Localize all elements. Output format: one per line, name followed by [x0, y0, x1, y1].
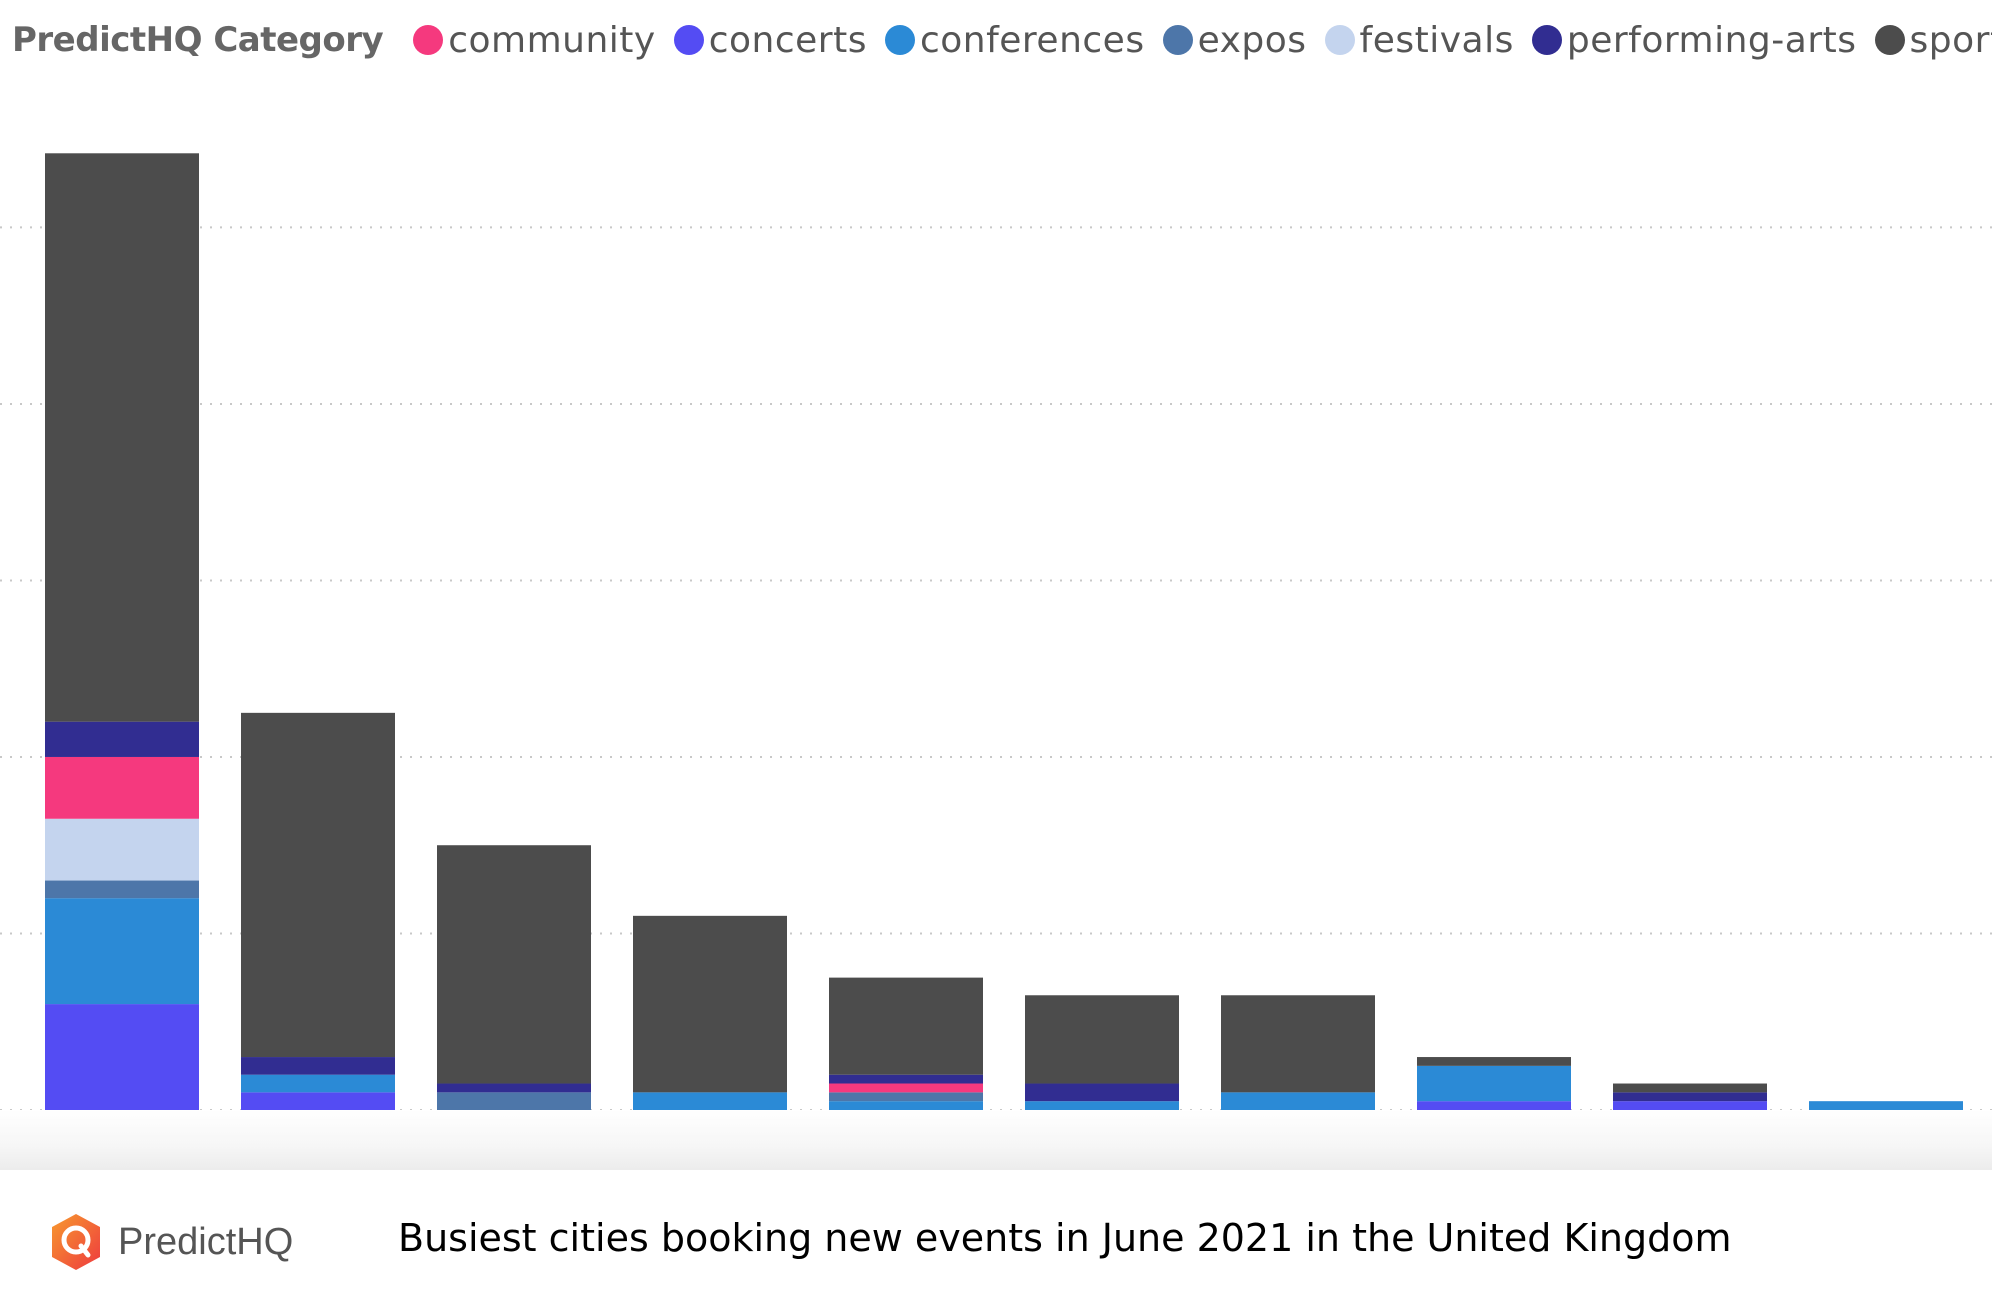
bar-segment-expos[interactable] [437, 1092, 591, 1110]
bar-segment-performing-arts[interactable] [45, 721, 199, 757]
bar-segment-performing-arts[interactable] [1613, 1092, 1767, 1102]
bar-segment-sports[interactable] [633, 915, 787, 1093]
legend-item-expos[interactable]: expos [1162, 19, 1307, 61]
legend-label: expos [1197, 19, 1307, 61]
bar-segment-performing-arts[interactable] [829, 1074, 983, 1084]
chart-caption: Busiest cities booking new events in Jun… [398, 1216, 1732, 1260]
predicthq-logo-icon [52, 1214, 100, 1270]
bar-segment-sports[interactable] [1025, 995, 1179, 1084]
legend-label: performing-arts [1566, 19, 1857, 61]
legend-item-conferences[interactable]: conferences [884, 19, 1145, 61]
bar-segment-conferences[interactable] [45, 898, 199, 1005]
legend-label: concerts [708, 19, 867, 61]
bar-segment-community[interactable] [829, 1083, 983, 1093]
bar-segment-festivals[interactable] [45, 818, 199, 881]
bar-segment-performing-arts[interactable] [1025, 1083, 1179, 1102]
legend-label: conferences [919, 19, 1145, 61]
bar-segment-conferences[interactable] [1417, 1065, 1571, 1102]
brand: PredictHQ [46, 1212, 293, 1272]
legend-label: community [448, 19, 656, 61]
bar-segment-performing-arts[interactable] [437, 1083, 591, 1093]
bar-segment-concerts[interactable] [1613, 1101, 1767, 1110]
bar-segment-concerts[interactable] [241, 1092, 395, 1110]
bar-chart: LondonGlasgowEdinburghLiverpoolLeedsBirm… [0, 153, 1992, 1166]
bar-segment-sports[interactable] [241, 712, 395, 1058]
legend-item-concerts[interactable]: concerts [673, 19, 867, 61]
bar-segment-conferences[interactable] [241, 1074, 395, 1093]
legend-item-performing-arts[interactable]: performing-arts [1531, 19, 1857, 61]
legend-label: sports [1909, 19, 1992, 61]
bar-segment-concerts[interactable] [45, 1004, 199, 1110]
bar-segment-sports[interactable] [1417, 1057, 1571, 1066]
brand-name: PredictHQ [118, 1220, 294, 1263]
bar-segment-expos[interactable] [45, 880, 199, 899]
legend-dot-icon [1531, 25, 1562, 55]
bar-segment-expos[interactable] [829, 1092, 983, 1102]
legend-item-festivals[interactable]: festivals [1324, 19, 1514, 61]
bar-segment-sports[interactable] [437, 845, 591, 1084]
bar-segment-conferences[interactable] [1221, 1092, 1375, 1110]
bar-segment-performing-arts[interactable] [241, 1057, 395, 1075]
legend-item-sports[interactable]: sports [1874, 19, 1992, 61]
footer: PredictHQ Busiest cities booking new eve… [0, 1170, 1992, 1300]
bar-segment-conferences[interactable] [829, 1101, 983, 1110]
chart-legend: PredictHQ Category community concerts conf… [0, 0, 1992, 80]
bar-segment-community[interactable] [45, 756, 199, 819]
bar-segment-conferences[interactable] [1809, 1101, 1963, 1110]
legend-title: PredictHQ Category [12, 20, 384, 60]
legend-dot-icon [1162, 25, 1193, 55]
legend-dot-icon [413, 25, 444, 55]
bar-segment-concerts[interactable] [1417, 1101, 1571, 1110]
legend-item-community[interactable]: community [413, 20, 656, 61]
bar-segment-sports[interactable] [829, 977, 983, 1075]
bar-segment-sports[interactable] [1221, 995, 1375, 1093]
legend-dot-icon [884, 25, 915, 55]
bar-segment-sports[interactable] [45, 153, 199, 722]
legend-label: festivals [1359, 19, 1514, 61]
bar-segment-conferences[interactable] [633, 1092, 787, 1110]
legend-dot-icon [1324, 25, 1355, 55]
legend-dot-icon [1874, 25, 1905, 55]
x-axis-band [0, 1110, 1992, 1170]
bar-segment-sports[interactable] [1613, 1083, 1767, 1093]
bar-segment-conferences[interactable] [1025, 1101, 1179, 1110]
legend-dot-icon [673, 25, 704, 55]
